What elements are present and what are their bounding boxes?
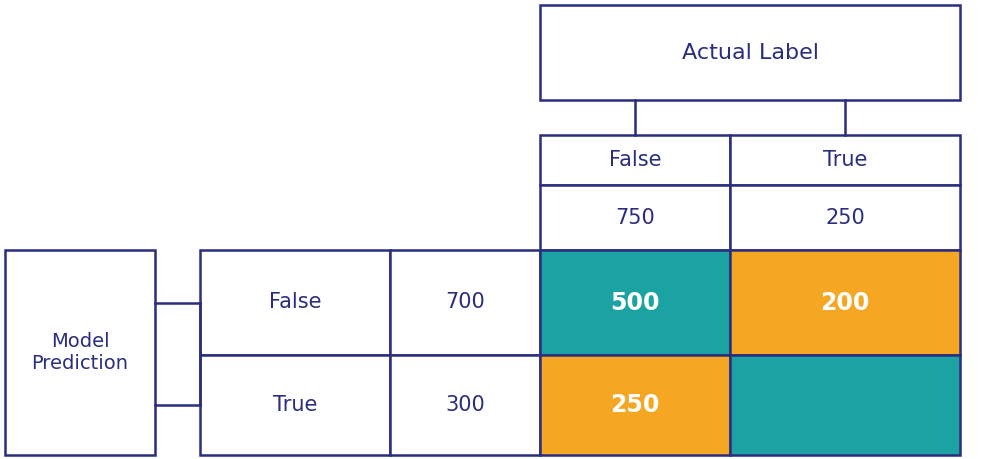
Bar — [730, 135, 960, 185]
Bar — [730, 250, 960, 355]
Bar — [730, 185, 960, 250]
Text: 300: 300 — [445, 395, 485, 415]
Bar — [200, 250, 390, 355]
Text: 250: 250 — [825, 207, 865, 228]
Text: 700: 700 — [445, 292, 485, 313]
Text: Actual Label: Actual Label — [682, 43, 818, 62]
Text: False: False — [269, 292, 321, 313]
Text: 750: 750 — [615, 207, 655, 228]
Bar — [540, 135, 730, 185]
Text: True: True — [823, 150, 867, 170]
Text: 200: 200 — [820, 291, 870, 314]
Bar — [540, 185, 730, 250]
Bar — [200, 355, 390, 455]
Bar — [390, 250, 540, 355]
Text: 250: 250 — [610, 393, 660, 417]
Text: True: True — [273, 395, 317, 415]
Bar — [5, 250, 155, 455]
Text: Model
Prediction: Model Prediction — [32, 332, 128, 373]
Bar — [390, 355, 540, 455]
Bar — [730, 355, 960, 455]
Bar — [540, 5, 960, 100]
Bar — [540, 355, 730, 455]
Text: 500: 500 — [610, 291, 660, 314]
Text: False: False — [609, 150, 661, 170]
Bar — [540, 250, 730, 355]
